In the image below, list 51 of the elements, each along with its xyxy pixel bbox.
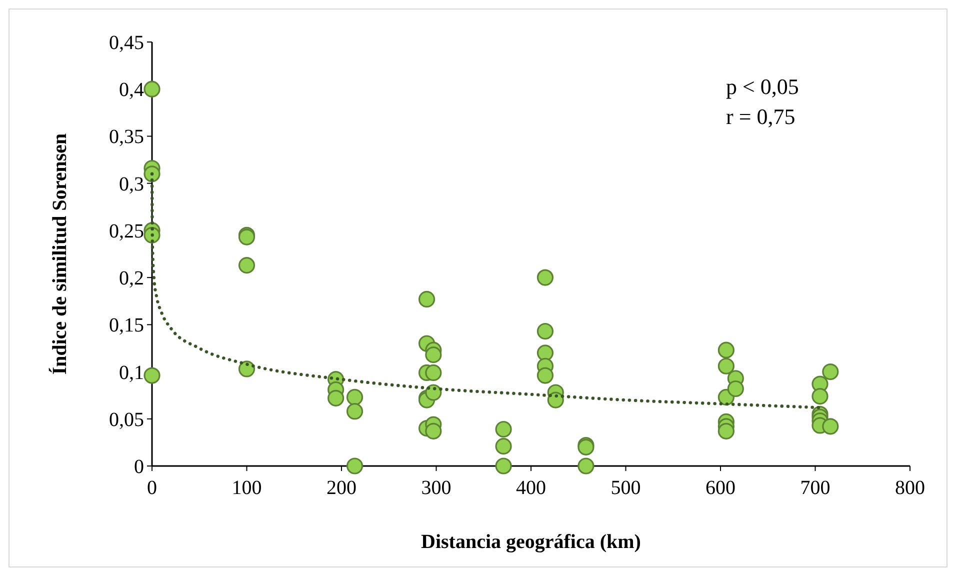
point bbox=[536, 322, 554, 340]
y-tick-label: 0,45 bbox=[109, 32, 144, 54]
point bbox=[238, 360, 256, 378]
x-tick-label: 500 bbox=[610, 477, 641, 499]
point bbox=[425, 364, 442, 382]
point bbox=[536, 344, 554, 362]
x-tick-label: 600 bbox=[706, 477, 736, 499]
point bbox=[238, 257, 256, 274]
point bbox=[495, 458, 512, 474]
point bbox=[822, 363, 839, 380]
point bbox=[144, 80, 160, 98]
point bbox=[425, 384, 442, 401]
y-tick-label: 0,15 bbox=[109, 314, 144, 337]
point bbox=[346, 388, 364, 406]
point bbox=[425, 346, 442, 364]
y-tick-label: 0,25 bbox=[109, 220, 144, 242]
y-tick-label: 0 bbox=[134, 456, 144, 478]
y-tick-label: 0,2 bbox=[119, 268, 144, 290]
x-tick-label: 100 bbox=[232, 477, 262, 499]
point bbox=[812, 388, 828, 405]
x-tick-label: 700 bbox=[800, 477, 830, 499]
y-tick-label: 0,35 bbox=[109, 126, 144, 148]
point bbox=[328, 390, 344, 406]
point bbox=[144, 166, 160, 182]
point bbox=[418, 290, 436, 308]
point bbox=[495, 420, 512, 438]
x-tick-label: 800 bbox=[895, 477, 925, 499]
point bbox=[346, 403, 364, 420]
point bbox=[822, 418, 839, 435]
x-axis-title: Distancia geográfica (km) bbox=[421, 531, 641, 553]
x-tick-label: 300 bbox=[421, 477, 452, 499]
y-tick-label: 0,05 bbox=[109, 408, 144, 431]
x-tick-label: 200 bbox=[326, 477, 356, 499]
annotation: p < 0,05 bbox=[726, 74, 799, 99]
y-tick-label: 0,1 bbox=[119, 362, 144, 384]
point bbox=[718, 358, 734, 374]
y-tick-label: 0,3 bbox=[119, 173, 144, 196]
y-axis-title: Índice de similitud Sorensen bbox=[48, 133, 71, 375]
point bbox=[718, 342, 734, 358]
annotation: r = 0,75 bbox=[726, 104, 796, 129]
x-tick-label: 400 bbox=[516, 477, 546, 499]
y-tick-label: 0,4 bbox=[119, 79, 144, 102]
point bbox=[578, 458, 594, 474]
point bbox=[536, 367, 554, 384]
point bbox=[495, 438, 512, 455]
point bbox=[718, 422, 734, 440]
point bbox=[425, 422, 442, 440]
point bbox=[144, 367, 160, 384]
point bbox=[346, 458, 364, 474]
point bbox=[727, 380, 744, 398]
point bbox=[536, 269, 554, 286]
